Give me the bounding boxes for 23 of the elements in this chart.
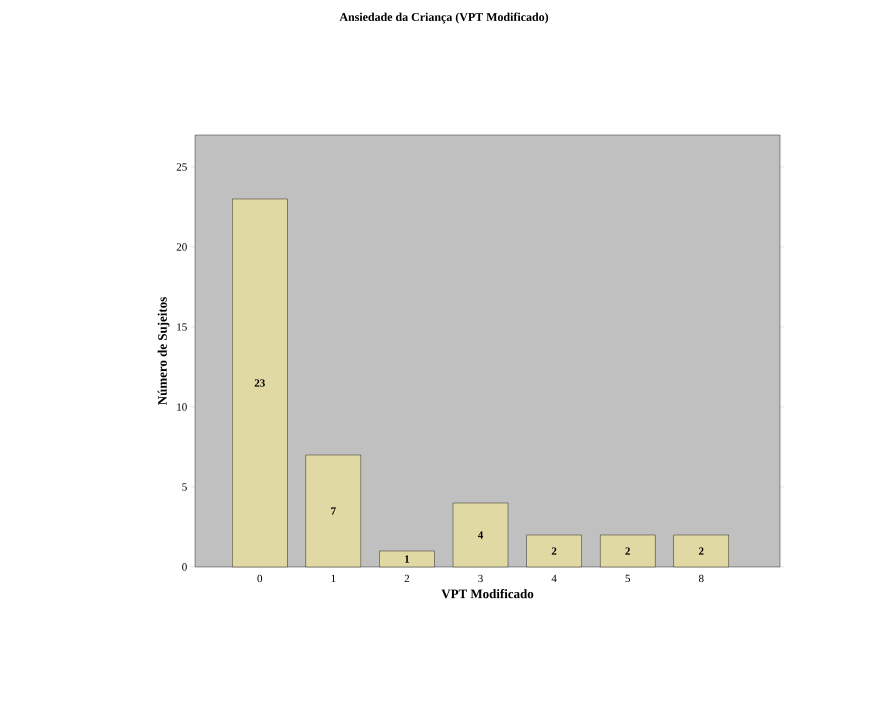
y-tick-label: 20 [176,243,187,251]
y-axis-title: Número de Sujeitos [158,297,170,405]
data-label: 2 [625,547,630,555]
x-tick-label: 0 [257,574,262,582]
data-label: 7 [331,507,336,515]
y-tick-label: 10 [177,403,187,411]
x-tick-label: 8 [698,574,704,582]
data-label: 1 [405,555,410,563]
x-tick-label: 2 [404,574,410,582]
chart-title: Ansiedade da Criança (VPT Modificado) [340,12,548,24]
y-tick-label: 5 [182,483,187,491]
x-tick-label: 1 [332,574,336,582]
y-tick-label: 25 [176,163,187,171]
y-tick-label: 0 [182,563,187,571]
data-label: 4 [478,531,484,539]
x-tick-label: 5 [626,574,630,582]
y-tick-label: 15 [177,323,187,331]
x-tick-label: 3 [478,574,483,582]
x-axis-title: VPT Modificado [441,589,534,598]
data-label: 2 [552,547,556,555]
x-tick-label: 4 [552,574,557,582]
data-label: 2 [698,547,704,555]
data-label: 23 [254,379,265,387]
